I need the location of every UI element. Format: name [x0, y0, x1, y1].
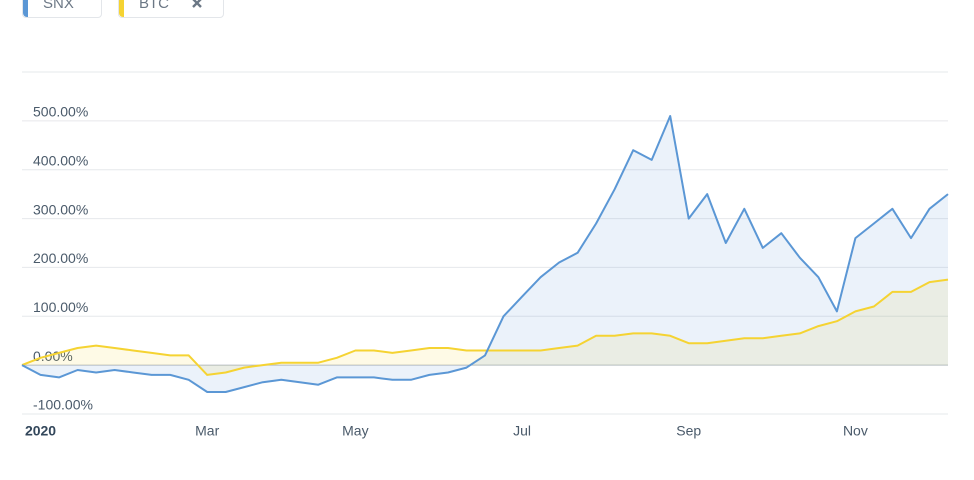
x-tick-label: Jul: [513, 423, 531, 439]
y-tick-label: 500.00%: [33, 104, 88, 120]
x-tick-label: Nov: [843, 423, 868, 439]
legend-swatch: [119, 0, 124, 17]
x-tick-label: May: [342, 423, 368, 439]
y-tick-label: 100.00%: [33, 299, 88, 315]
area: [22, 116, 948, 392]
series-line: [21, 115, 949, 393]
legend-chip[interactable]: BTC: [118, 0, 224, 18]
series-line: [21, 278, 949, 376]
remove-icon[interactable]: [191, 0, 203, 9]
area: [22, 279, 948, 375]
legend-swatch: [23, 0, 28, 17]
y-tick-label: 400.00%: [33, 152, 88, 168]
legend-chip[interactable]: SNX: [22, 0, 102, 18]
x-tick-label: Sep: [676, 423, 701, 439]
y-tick-label: 300.00%: [33, 201, 88, 217]
y-tick-label: 200.00%: [33, 250, 88, 266]
x-tick-label: 2020: [25, 423, 56, 439]
legend-label: SNX: [43, 0, 74, 12]
x-tick-label: Mar: [195, 423, 219, 439]
legend-label: BTC: [139, 0, 169, 12]
y-tick-label: -100.00%: [33, 397, 93, 413]
